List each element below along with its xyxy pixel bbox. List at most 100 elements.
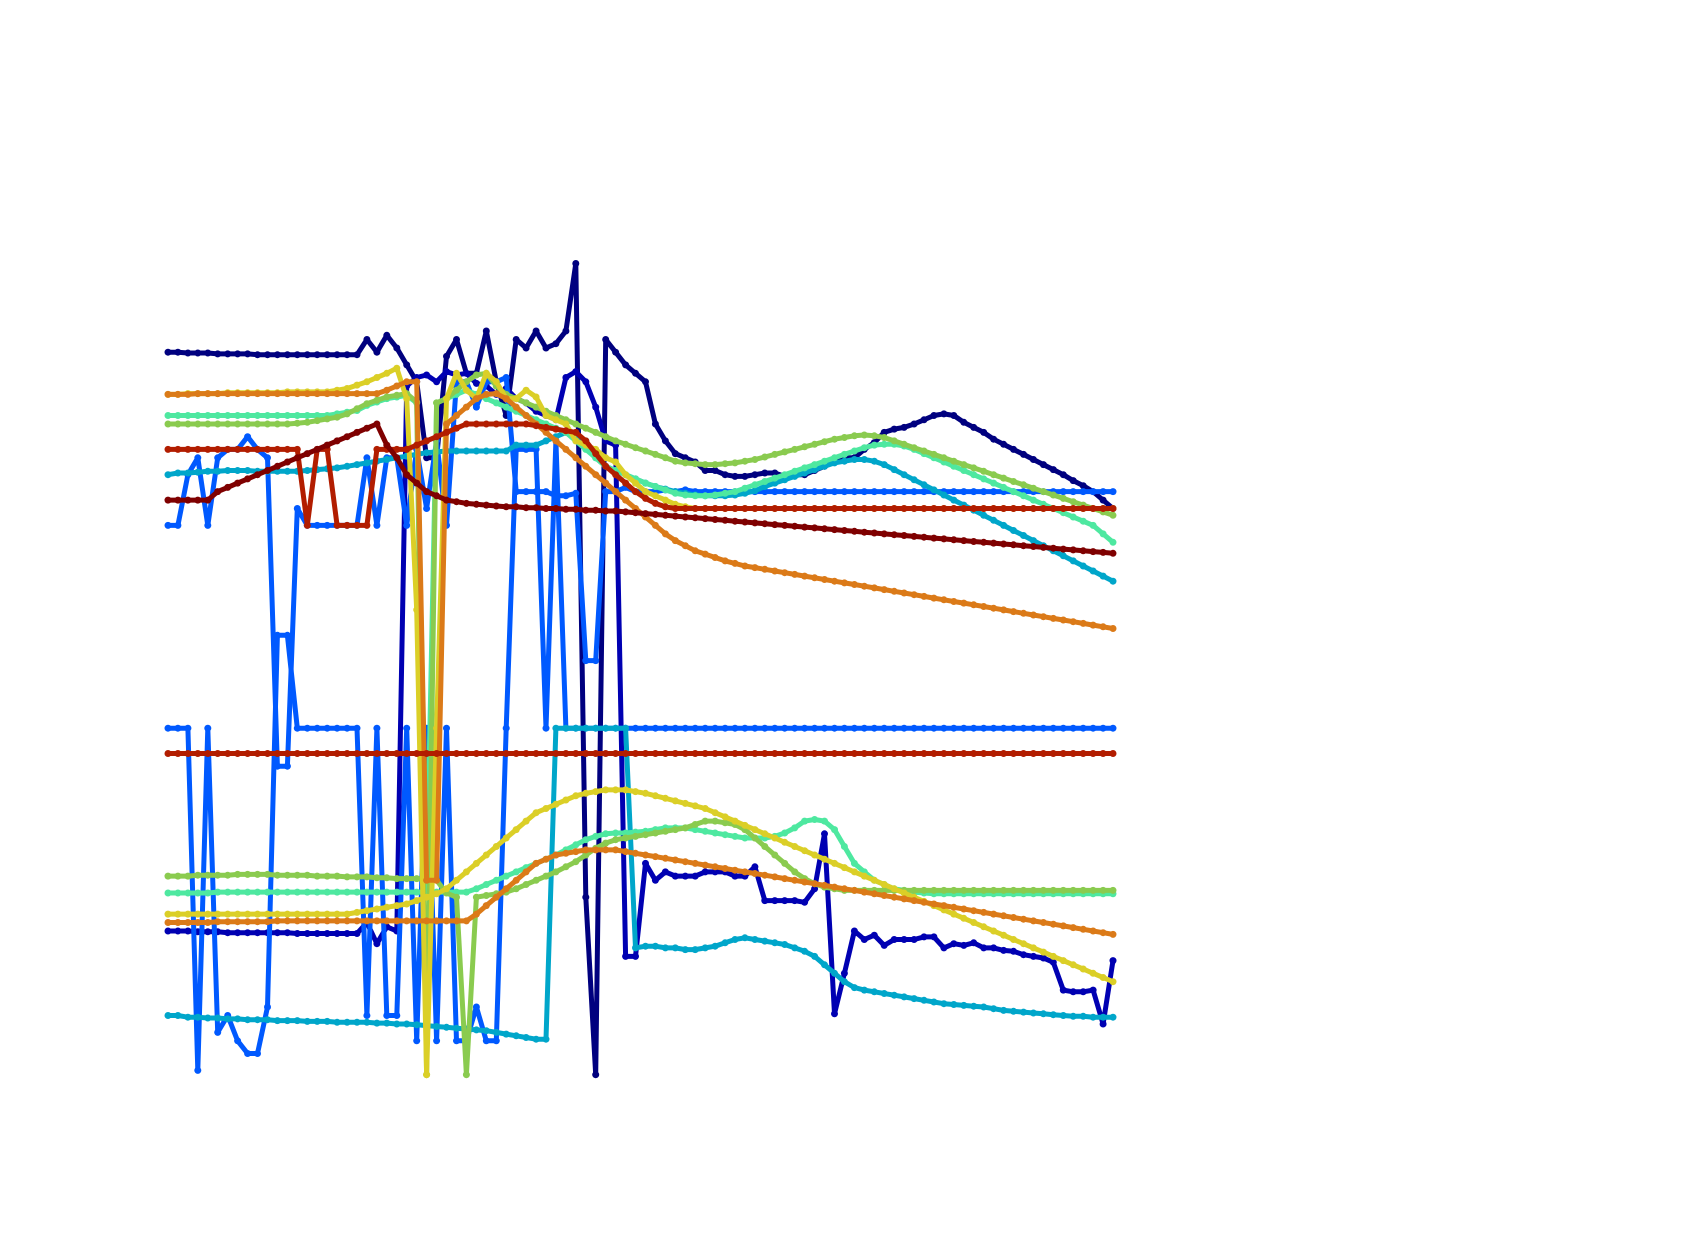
data-point [234,479,242,487]
data-point [940,886,948,894]
data-point [751,471,759,479]
data-point [204,910,212,918]
data-point [194,412,202,419]
data-point [801,523,809,531]
data-point [840,724,848,732]
data-point [651,420,659,428]
data-point [741,750,749,757]
data-point [622,724,630,732]
data-point [174,521,182,529]
data-point [423,449,431,457]
data-point [482,851,490,859]
data-point [413,1037,421,1045]
data-point [860,936,868,943]
data-point [423,876,431,884]
data-point [791,944,799,952]
data-point [244,467,252,474]
data-point [661,530,669,538]
data-point [910,886,918,894]
data-point [681,724,689,732]
data-point [522,750,530,757]
data-point [781,521,789,529]
data-point [453,917,460,925]
data-point [254,918,261,926]
data-point [1020,609,1027,617]
data-point [741,562,749,570]
data-point [661,827,669,835]
data-point [751,863,759,871]
data-point [751,936,759,943]
data-point [532,441,540,449]
data-point [1029,537,1037,545]
data-point [880,881,888,888]
data-point [572,750,580,757]
data-point [691,547,699,555]
data-point [821,961,828,969]
data-point [681,459,689,467]
data-point [1059,1012,1067,1019]
data-point [453,336,460,343]
data-point [1000,750,1008,757]
data-point [413,897,421,905]
data-point [1039,1010,1047,1018]
data-point [900,440,908,448]
data-point [174,412,182,419]
data-point [343,917,351,925]
data-point [831,505,838,512]
data-point [990,471,998,479]
data-point [1049,958,1057,966]
data-point [1029,917,1037,925]
data-point [850,527,858,535]
data-point [1109,625,1117,632]
data-point [164,445,172,453]
data-point [293,724,301,732]
data-point [472,885,480,893]
data-point [204,521,212,529]
data-point [741,472,749,480]
data-point [184,390,192,398]
data-point [303,351,311,359]
data-point [781,859,789,867]
data-point [970,488,978,496]
data-point [1089,986,1097,994]
data-point [1099,750,1107,757]
data-point [273,420,281,428]
data-point [592,428,600,436]
data-point [1079,517,1087,525]
data-point [273,1017,281,1025]
data-point [661,496,669,504]
data-point [791,897,799,905]
data-point [462,917,470,925]
data-point [930,534,938,542]
data-point [1020,750,1027,757]
data-point [572,848,580,856]
data-point [890,587,898,595]
data-point [592,1071,600,1079]
data-point [612,471,620,479]
data-point [870,584,878,592]
data-point [303,930,311,937]
data-point [492,1028,500,1036]
data-point [890,466,898,474]
data-point [244,433,252,441]
data-point [353,390,361,398]
data-point [224,390,232,398]
data-point [283,871,291,879]
data-point [393,917,401,925]
data-point [1049,491,1057,499]
data-point [164,724,172,732]
data-point [840,527,848,534]
data-point [264,1016,271,1024]
data-point [572,428,580,436]
data-point [323,1017,331,1025]
data-point [1020,532,1027,539]
data-point [492,502,500,510]
data-point [323,888,331,896]
data-point [612,846,620,854]
data-point [870,876,878,884]
data-point [890,425,898,433]
data-point [781,569,789,577]
data-point [930,594,938,602]
data-point [990,435,998,443]
